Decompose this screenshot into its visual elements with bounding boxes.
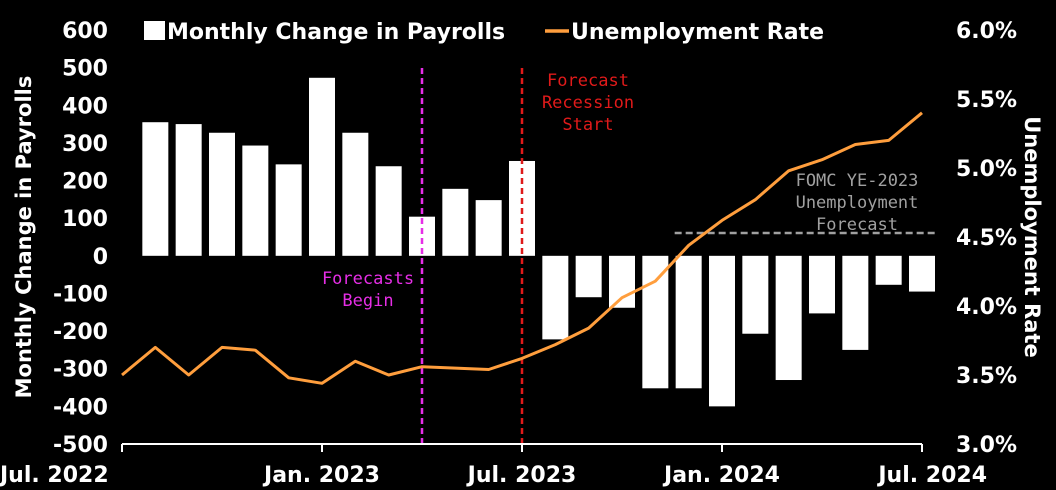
left-tick-label: -400 <box>53 395 108 420</box>
right-axis-title: Unemployment Rate <box>1020 116 1044 358</box>
payroll-bar <box>209 132 235 256</box>
left-axis-ticks: 600 500 400 300 200 100 0 -100 -200 -300 -400 -500 <box>53 19 108 458</box>
payroll-bar <box>375 166 402 256</box>
payroll-bars <box>142 77 935 407</box>
payroll-bar <box>142 122 169 256</box>
payroll-bar <box>609 255 635 308</box>
forecasts-begin-label: Forecasts <box>322 269 414 289</box>
payroll-bar <box>475 200 502 256</box>
left-axis-title: Monthly Change in Payrolls <box>12 76 36 399</box>
payroll-bar <box>642 255 669 389</box>
left-tick-label: -300 <box>53 358 108 383</box>
right-tick-label: 3.0% <box>956 433 1017 458</box>
payroll-bar <box>275 164 302 256</box>
payroll-bar <box>309 77 335 256</box>
payroll-bar <box>242 145 269 256</box>
right-tick-label: 5.0% <box>956 157 1017 182</box>
x-tick-label: Jan. 2024 <box>662 463 780 488</box>
left-tick-label: -100 <box>53 282 108 307</box>
payroll-bar <box>909 255 935 292</box>
legend-line-label: Unemployment Rate <box>571 20 824 45</box>
right-tick-label: 6.0% <box>956 19 1017 44</box>
fomc-reference-label: Unemployment <box>796 193 919 213</box>
right-tick-label: 4.0% <box>956 295 1017 320</box>
payroll-bar <box>342 132 369 256</box>
left-tick-label: 600 <box>62 19 108 44</box>
x-tick-label: Jul. 2024 <box>876 463 987 488</box>
payroll-bar <box>175 124 202 256</box>
left-tick-label: 100 <box>62 207 108 232</box>
forecast-recession-start-label: Recession <box>542 93 634 113</box>
left-tick-label: 300 <box>62 132 108 157</box>
fomc-reference-label: FOMC YE-2023 <box>796 171 919 191</box>
x-tick-label: Jan. 2023 <box>262 463 380 488</box>
payroll-bar <box>775 255 802 381</box>
right-tick-label: 4.5% <box>956 226 1017 251</box>
payroll-bar <box>742 255 769 334</box>
left-tick-label: 0 <box>93 245 108 270</box>
legend-bars-label: Monthly Change in Payrolls <box>167 20 505 45</box>
payroll-bar <box>842 255 869 350</box>
x-axis-ticks: Jul. 2022 Jan. 2023 Jul. 2023 Jan. 2024 Jul.… <box>0 444 987 488</box>
right-tick-label: 3.5% <box>956 364 1017 389</box>
payroll-bar <box>875 255 902 285</box>
forecast-recession-start-label: Start <box>562 115 613 135</box>
payroll-bar <box>542 255 569 340</box>
left-tick-label: 500 <box>62 57 108 82</box>
x-tick-label: Jul. 2022 <box>0 463 109 488</box>
right-tick-label: 5.5% <box>956 88 1017 113</box>
left-tick-label: -500 <box>53 433 108 458</box>
unemployment-line <box>121 111 923 385</box>
right-axis-ticks: 6.0% 5.5% 5.0% 4.5% 4.0% 3.5% 3.0% <box>956 19 1017 458</box>
legend: Monthly Change in Payrolls Unemployment … <box>144 20 824 45</box>
forecasts-begin-label: Begin <box>342 291 393 311</box>
payroll-bar <box>442 188 469 256</box>
left-tick-label: -200 <box>53 320 108 345</box>
legend-bars-swatch <box>144 21 165 40</box>
forecast-recession-start-label: Forecast <box>547 71 629 91</box>
payroll-bar <box>709 255 735 407</box>
left-tick-label: 400 <box>62 94 108 119</box>
payroll-bar <box>675 255 702 389</box>
fomc-reference-label: Forecast <box>816 215 898 235</box>
x-tick-label: Jul. 2023 <box>466 463 577 488</box>
left-tick-label: 200 <box>62 170 108 195</box>
payroll-bar <box>809 255 835 314</box>
payroll-bar <box>575 255 602 298</box>
